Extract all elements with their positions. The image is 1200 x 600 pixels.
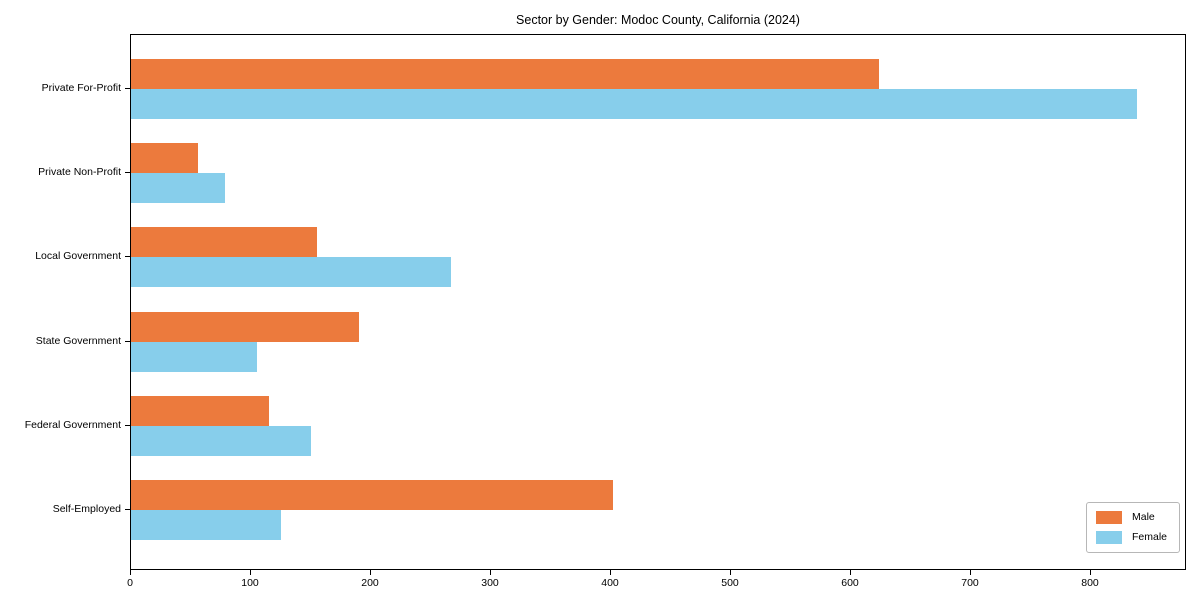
x-tick-label: 200 — [361, 577, 379, 589]
bar-male-0 — [131, 59, 879, 89]
chart-title: Sector by Gender: Modoc County, Californ… — [516, 13, 800, 27]
bar-female-5 — [131, 510, 281, 540]
y-tick-label: Federal Government — [24, 418, 121, 431]
bar-female-1 — [131, 173, 225, 204]
x-tick-mark — [370, 570, 371, 575]
x-tick-mark — [610, 570, 611, 575]
bar-male-5 — [131, 480, 614, 510]
legend-swatch-male — [1095, 511, 1122, 524]
y-tick-label: Private For-Profit — [41, 82, 121, 94]
bar-female-2 — [131, 257, 452, 288]
y-tick-mark — [125, 88, 130, 89]
y-tick-label: State Government — [35, 334, 121, 347]
bar-female-3 — [131, 341, 257, 372]
x-tick-label: 400 — [601, 577, 619, 589]
legend-label-male: Male — [1131, 511, 1155, 523]
x-tick-label: 600 — [841, 577, 859, 589]
x-tick-mark — [1090, 570, 1091, 575]
x-tick-label: 800 — [1081, 577, 1099, 589]
x-tick-label: 700 — [961, 577, 979, 589]
plot-area: Male Female — [130, 34, 1186, 570]
y-tick-mark — [125, 509, 130, 510]
y-tick-mark — [125, 172, 130, 174]
x-tick-mark — [130, 570, 131, 575]
bar-male-1 — [131, 143, 199, 174]
legend: Male Female — [1085, 502, 1180, 553]
legend-label-female: Female — [1131, 531, 1167, 543]
legend-swatch-female — [1095, 531, 1122, 544]
bar-male-2 — [131, 227, 317, 258]
x-tick-mark — [850, 570, 851, 575]
legend-row-male: Male — [1095, 511, 1167, 524]
legend-row-female: Female — [1095, 531, 1167, 544]
y-tick-mark — [125, 256, 130, 258]
x-tick-label: 500 — [721, 577, 739, 589]
bar-male-3 — [131, 311, 359, 342]
x-tick-label: 100 — [241, 577, 259, 589]
bar-female-0 — [131, 89, 1137, 119]
y-tick-label: Private Non-Profit — [38, 166, 121, 179]
x-tick-mark — [250, 570, 251, 575]
x-tick-mark — [490, 570, 491, 575]
bar-female-4 — [131, 425, 311, 456]
x-tick-mark — [970, 570, 971, 575]
x-tick-label: 0 — [127, 577, 133, 589]
x-tick-mark — [730, 570, 731, 575]
y-tick-mark — [125, 340, 130, 342]
y-tick-label: Self-Employed — [52, 503, 121, 515]
y-tick-label: Local Government — [35, 250, 121, 263]
bar-male-4 — [131, 395, 269, 426]
y-tick-mark — [125, 424, 130, 426]
x-tick-label: 300 — [481, 577, 499, 589]
